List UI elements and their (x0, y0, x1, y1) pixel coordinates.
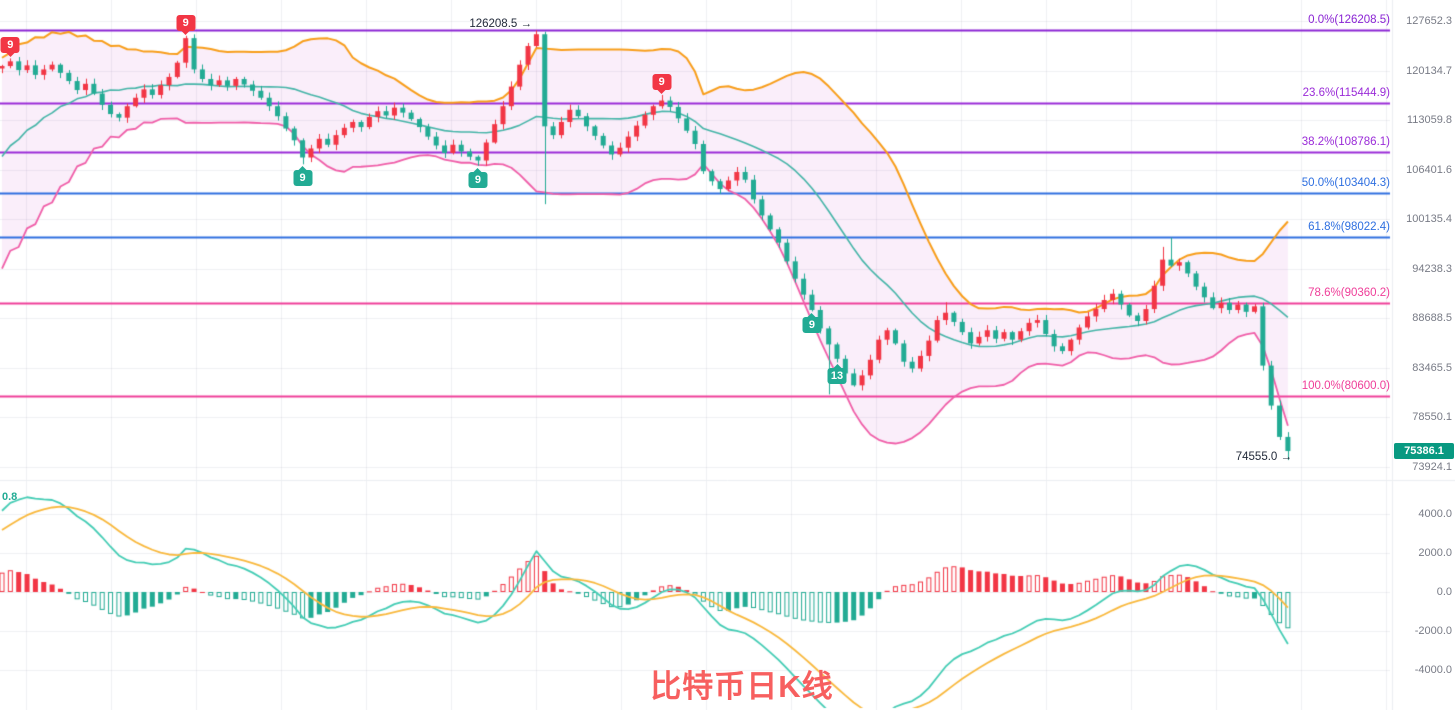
trading-chart-window: 126208.5 → 74555.0 → 75386.1 0.8 比特币日K线 … (0, 0, 1455, 710)
candlestick-chart-canvas[interactable] (0, 0, 1455, 710)
